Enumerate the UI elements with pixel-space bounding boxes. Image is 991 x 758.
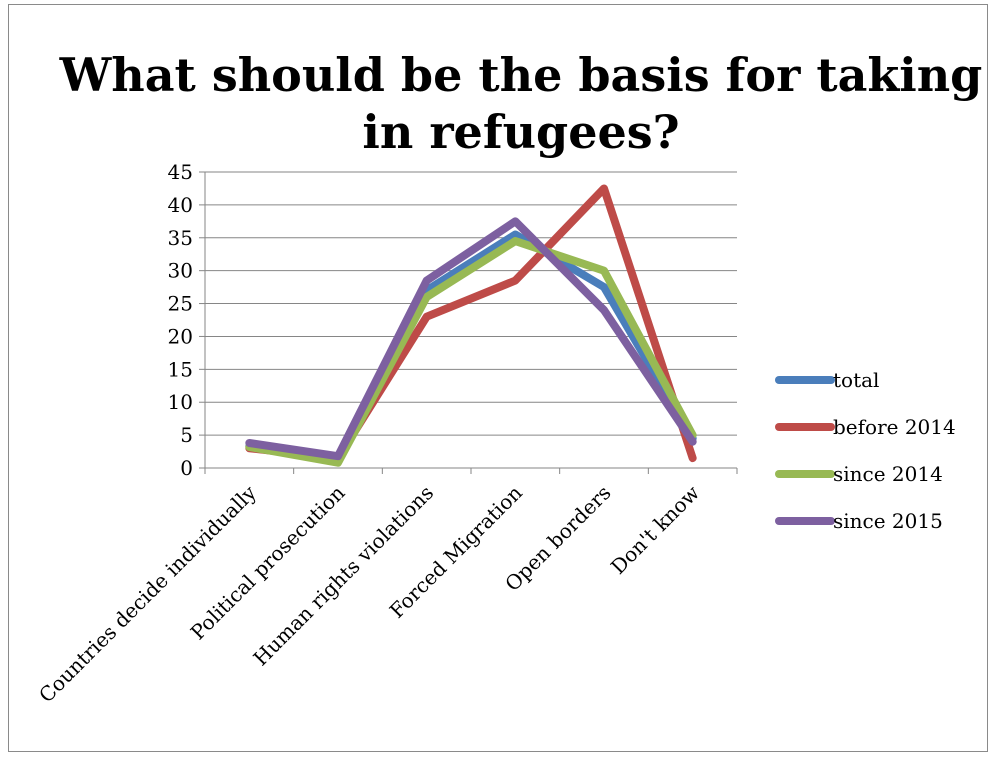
- legend: total before 2014 since 2014 since 2015: [775, 368, 956, 533]
- x-tick-label: Human rights violations: [248, 481, 438, 671]
- legend-label: before 2014: [833, 415, 956, 439]
- y-tick-label: 10: [168, 390, 193, 414]
- y-tick-label: 45: [168, 160, 193, 184]
- y-axis-ticks: 0 5 10 15 20 25 30 35 40 45: [168, 160, 193, 480]
- y-tick-label: 30: [168, 259, 193, 283]
- legend-label: total: [833, 368, 879, 392]
- x-tick-label: Political prosecution: [186, 480, 350, 644]
- series-line: [245, 217, 697, 461]
- y-tick-label: 25: [168, 292, 193, 316]
- legend-label: since 2015: [833, 509, 943, 533]
- legend-label: since 2014: [833, 462, 943, 486]
- chart-frame: What should be the basis for taking in re…: [8, 4, 988, 752]
- y-tick-label: 5: [180, 423, 193, 447]
- gridlines: [199, 171, 738, 474]
- y-tick-label: 35: [168, 226, 193, 250]
- series-lines: [245, 184, 697, 467]
- chart-title-line: What should be the basis for taking: [59, 48, 983, 102]
- chart-title-line: in refugees?: [362, 105, 679, 159]
- y-tick-label: 40: [168, 193, 193, 217]
- x-tick-label: Don't know: [606, 481, 704, 579]
- y-tick-label: 15: [168, 357, 193, 381]
- series-line: [245, 237, 697, 467]
- y-tick-label: 20: [168, 324, 193, 348]
- y-tick-label: 0: [180, 456, 193, 480]
